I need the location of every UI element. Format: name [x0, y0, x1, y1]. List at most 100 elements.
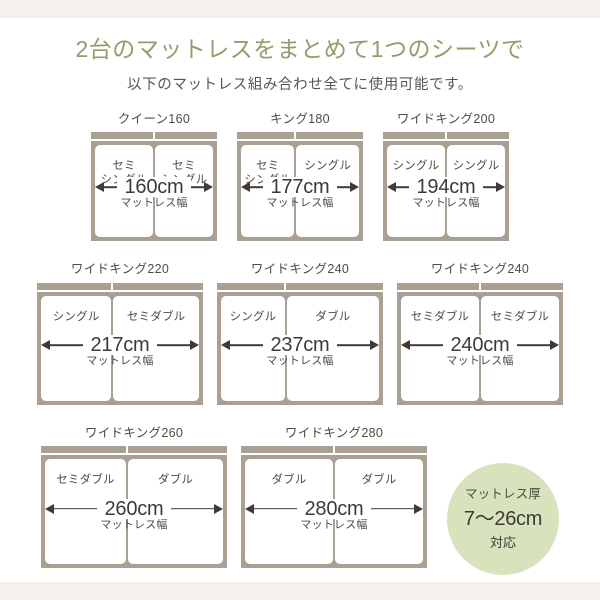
mattress-panel-label: シングル — [229, 310, 277, 323]
bed-figure: セミ シングル シングル 177cm マットレス幅 — [237, 132, 363, 241]
page-title: 2台のマットレスをまとめて1つのシーツで — [75, 36, 525, 62]
mattress-panel-label: シングル — [52, 310, 100, 323]
mattress-panel: シングル — [447, 145, 505, 237]
mattress-panel: ダブル — [127, 459, 223, 564]
mattress-thickness-badge: マットレス厚 7〜26cm 対応 — [447, 462, 559, 575]
bed-size-label: ワイドキング220 — [70, 262, 170, 276]
headboard-bar — [155, 132, 217, 139]
bed-row-3: ワイドキング260 セミダブル ダブル 260cm マットレス幅 ワイドキング280 ダブル… — [0, 425, 600, 575]
bed-diagram: ワイドキング280 ダブル ダブル 280cm マットレス幅 — [241, 425, 427, 568]
mattress-panel: セミ シングル — [95, 145, 153, 237]
headboard — [241, 446, 427, 453]
badge-support: 対応 — [489, 535, 516, 551]
headboard-bar — [296, 132, 363, 139]
headboard-bar — [335, 446, 427, 453]
mattress-panel: ダブル — [286, 295, 379, 401]
bed-figure: シングル ダブル 237cm マットレス幅 — [217, 282, 383, 405]
top-band — [0, 0, 600, 18]
bed-figure: セミダブル セミダブル 240cm マットレス幅 — [397, 282, 563, 405]
bed-frame: シングル シングル — [383, 141, 509, 241]
mattress-panel-label: セミダブル — [410, 310, 470, 323]
bed-figure: シングル シングル 194cm マットレス幅 — [383, 132, 509, 241]
headboard-seam — [479, 282, 481, 290]
bed-frame: セミ シングル シングル — [237, 141, 363, 241]
headboard-bar — [91, 132, 153, 139]
mattress-panel-label: ダブル — [157, 474, 194, 486]
bed-size-label: キング180 — [270, 111, 330, 126]
bed-frame: シングル セミダブル — [37, 291, 203, 405]
bed-size-label: ワイドキング240 — [250, 262, 350, 276]
bed-diagram: クイーン160 セミ シングル セミ シングル 160cm マットレス幅 — [91, 111, 217, 241]
bed-figure: セミダブル ダブル 260cm マットレス幅 — [41, 446, 227, 568]
headboard-bar — [217, 282, 285, 290]
mattress-panel: セミ シングル — [241, 145, 295, 237]
mattress-panel: セミ シングル — [155, 145, 213, 237]
headboard-seam — [153, 132, 155, 139]
headboard-bar — [112, 282, 203, 290]
mattress-panel-label: セミ シングル — [160, 160, 208, 187]
headboard — [41, 446, 227, 453]
headboard-seam — [445, 132, 447, 139]
bed-size-label: ワイドキング260 — [84, 425, 184, 440]
headboard-seam — [333, 446, 335, 453]
headboard — [383, 132, 509, 139]
mattress-panel-label: セミ シングル — [244, 160, 292, 187]
mattress-panel: ダブル — [245, 459, 333, 564]
bed-diagram: ワイドキング220 シングル セミダブル 217cm マットレス幅 — [37, 263, 203, 405]
mattress-panel-label: シングル — [392, 160, 440, 172]
mattress-panel: シングル — [41, 295, 112, 401]
headboard-bar — [286, 282, 383, 290]
headboard-bar — [447, 132, 509, 139]
badge-range: 7〜26cm — [463, 508, 543, 531]
page-subtitle: 以下のマットレス組み合わせ全てに使用可能です。 — [127, 77, 473, 93]
badge-caption: マットレス厚 — [464, 486, 542, 501]
mattress-panel: セミダブル — [113, 295, 199, 401]
headboard-bar — [241, 446, 333, 453]
bed-frame: ダブル ダブル — [241, 455, 427, 568]
mattress-panel: セミダブル — [481, 295, 559, 401]
mattress-panel-label: シングル — [452, 160, 500, 172]
bed-frame: セミダブル ダブル — [41, 455, 227, 568]
mattress-panel-label: セミダブル — [126, 310, 186, 323]
mattress-panel: セミダブル — [45, 459, 126, 564]
bed-size-label: ワイドキング200 — [396, 111, 496, 126]
headboard — [217, 282, 383, 290]
headboard-seam — [110, 282, 113, 290]
headboard — [91, 132, 217, 139]
mattress-panel: シングル — [387, 145, 445, 237]
bed-diagram: キング180 セミ シングル シングル 177cm マットレス幅 — [237, 111, 363, 241]
bed-row-2: ワイドキング220 シングル セミダブル 217cm マットレス幅 ワイドキング240 シン… — [0, 263, 600, 405]
mattress-panel-label: シングル — [304, 160, 352, 172]
mattress-panel-label: ダブル — [361, 474, 397, 486]
mattress-panel-label: セミダブル — [56, 474, 115, 486]
headboard-bar — [41, 446, 126, 453]
headboard-bar — [37, 282, 111, 290]
bed-size-label: クイーン160 — [117, 111, 191, 126]
headboard-seam — [284, 282, 287, 290]
mattress-panel: シングル — [221, 295, 285, 401]
bed-frame: シングル ダブル — [217, 291, 383, 405]
headboard — [237, 132, 363, 139]
content-stage: 2台のマットレスをまとめて1つのシーツで 以下のマットレス組み合わせ全てに使用可… — [0, 18, 600, 582]
mattress-panel-label: セミ シングル — [100, 160, 148, 187]
headboard-seam — [125, 446, 128, 453]
bottom-band — [0, 582, 600, 600]
headboard-seam — [294, 132, 297, 139]
bed-diagram: ワイドキング200 シングル シングル 194cm マットレス幅 — [383, 111, 509, 241]
bed-size-label: ワイドキング280 — [284, 425, 384, 440]
mattress-panel: シングル — [296, 145, 359, 237]
mattress-panel: セミダブル — [401, 295, 479, 401]
bed-diagram: ワイドキング240 シングル ダブル 237cm マットレス幅 — [217, 263, 383, 405]
mattress-panel: ダブル — [335, 459, 423, 564]
mattress-panel-label: ダブル — [315, 310, 351, 323]
mattress-panel-label: ダブル — [271, 474, 307, 486]
headboard-bar — [397, 282, 479, 290]
bed-figure: シングル セミダブル 217cm マットレス幅 — [37, 282, 203, 405]
headboard-bar — [383, 132, 445, 139]
bed-size-label: ワイドキング240 — [430, 262, 530, 276]
headboard — [397, 282, 563, 290]
headboard — [37, 282, 203, 290]
headboard-bar — [127, 446, 227, 453]
bed-figure: セミ シングル セミ シングル 160cm マットレス幅 — [91, 132, 217, 241]
bed-frame: セミダブル セミダブル — [397, 291, 563, 405]
